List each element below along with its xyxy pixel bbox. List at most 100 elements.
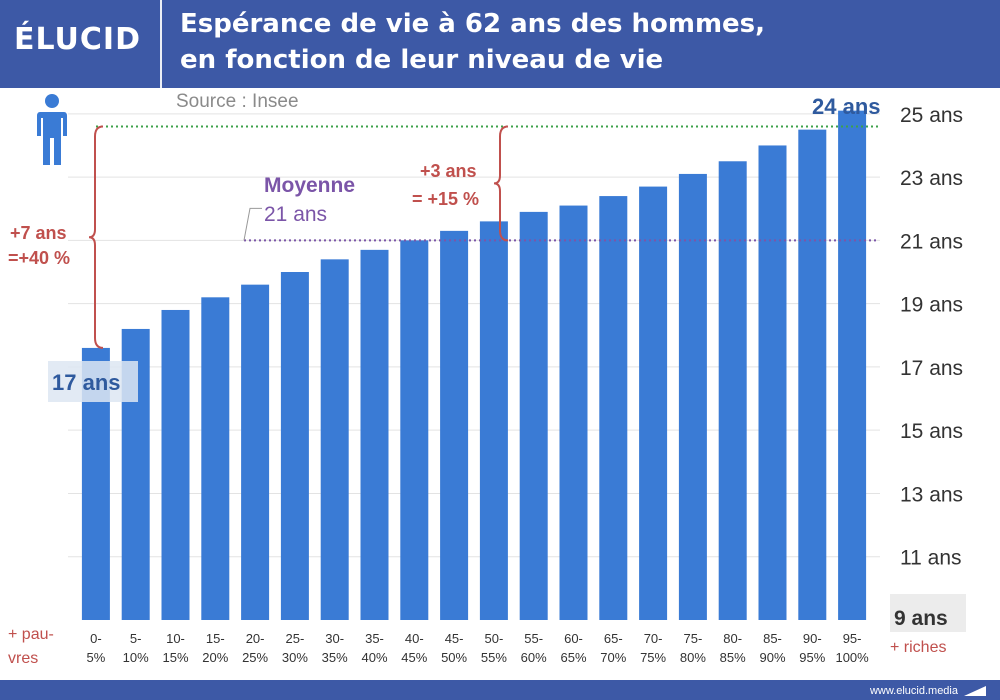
x-tick-label-line: 60% bbox=[521, 650, 547, 665]
x-tick-label: 60-65% bbox=[560, 631, 586, 665]
x-tick-label: 5-10% bbox=[123, 631, 149, 665]
x-tick-label: 25-30% bbox=[282, 631, 308, 665]
x-tick-label: 0-5% bbox=[87, 631, 106, 665]
poor-label-line-1: + pau- bbox=[8, 626, 54, 643]
bar bbox=[718, 161, 747, 620]
mean-title: Moyenne bbox=[264, 174, 355, 197]
bar bbox=[280, 272, 309, 620]
person-icon bbox=[37, 94, 67, 165]
x-tick-label-line: 25% bbox=[242, 650, 268, 665]
y-tick-label: 9 ans bbox=[894, 607, 948, 630]
bar bbox=[599, 196, 628, 620]
x-tick-label: 70-75% bbox=[640, 631, 666, 665]
bar bbox=[400, 240, 429, 620]
x-tick-label-line: 90- bbox=[803, 631, 822, 646]
x-tick-label-line: 30- bbox=[325, 631, 344, 646]
x-tick-label: 45-50% bbox=[441, 631, 467, 665]
x-tick-label-line: 15- bbox=[206, 631, 225, 646]
x-tick-label-line: 40- bbox=[405, 631, 424, 646]
x-tick-label-line: 20- bbox=[246, 631, 265, 646]
x-tick-label-line: 15% bbox=[162, 650, 188, 665]
x-tick-label-line: 5% bbox=[87, 650, 106, 665]
x-tick-label: 30-35% bbox=[322, 631, 348, 665]
x-tick-label: 80-85% bbox=[720, 631, 746, 665]
x-tick-label: 90-95% bbox=[799, 631, 825, 665]
x-tick-label-line: 80% bbox=[680, 650, 706, 665]
bar bbox=[360, 249, 389, 620]
x-tick-label-line: 95% bbox=[799, 650, 825, 665]
x-tick-label-line: 80- bbox=[723, 631, 742, 646]
y-axis-labels: 9 ans 11 ans 13 ans 15 ans 17 ans 19 ans 21 an… bbox=[890, 104, 966, 632]
bar bbox=[758, 145, 787, 621]
bar bbox=[320, 259, 349, 620]
x-tick-label-line: 65% bbox=[560, 650, 586, 665]
y-tick-label: 25 ans bbox=[900, 104, 963, 127]
x-tick-label-line: 95- bbox=[843, 631, 862, 646]
bar bbox=[479, 221, 508, 620]
x-tick-label-line: 60- bbox=[564, 631, 583, 646]
first-bar-label-box bbox=[48, 361, 138, 402]
x-tick-label: 95- 100% bbox=[835, 631, 869, 665]
bar bbox=[678, 173, 707, 620]
elucid-mark-icon bbox=[964, 686, 986, 696]
header-divider bbox=[160, 0, 162, 88]
y-tick-label: 21 ans bbox=[900, 230, 963, 253]
x-tick-label: 10-15% bbox=[162, 631, 188, 665]
total-gap-brace bbox=[88, 125, 104, 349]
first-bar-label: 17 ans bbox=[52, 370, 121, 395]
total-gap-line-1: +7 ans bbox=[10, 223, 67, 243]
y-tick-label: 11 ans bbox=[900, 547, 962, 570]
x-tick-label-line: 10- bbox=[166, 631, 185, 646]
poor-label-line-2: vres bbox=[8, 650, 38, 667]
x-tick-label: 65-70% bbox=[600, 631, 626, 665]
x-tick-label: 20-25% bbox=[242, 631, 268, 665]
x-tick-label-line: 65- bbox=[604, 631, 623, 646]
x-tick-label-line: 50% bbox=[441, 650, 467, 665]
bar bbox=[838, 110, 867, 620]
x-tick-label-line: 70% bbox=[600, 650, 626, 665]
header-bar: ÉLUCID Espérance de vie à 62 ans des hom… bbox=[0, 0, 1000, 88]
x-tick-label: 15-20% bbox=[202, 631, 228, 665]
x-tick-label: 75-80% bbox=[680, 631, 706, 665]
y-tick-label: 13 ans bbox=[900, 483, 963, 506]
title-line-2: en fonction de leur niveau de vie bbox=[180, 45, 664, 75]
x-tick-label: 50-55% bbox=[481, 631, 507, 665]
x-tick-label: 85-90% bbox=[759, 631, 785, 665]
website-url[interactable]: www.elucid.media bbox=[869, 685, 958, 697]
x-tick-label-line: 70- bbox=[644, 631, 663, 646]
chart-title: Espérance de vie à 62 ans des hommes, en… bbox=[180, 6, 765, 78]
x-tick-label-line: 90% bbox=[759, 650, 785, 665]
top-gap-line-1: +3 ans bbox=[420, 161, 477, 181]
x-tick-label-line: 10% bbox=[123, 650, 149, 665]
x-tick-label-line: 55% bbox=[481, 650, 507, 665]
x-tick-label-line: 75% bbox=[640, 650, 666, 665]
x-tick-label-line: 35- bbox=[365, 631, 384, 646]
bar bbox=[161, 309, 190, 620]
title-line-1: Espérance de vie à 62 ans des hommes, bbox=[180, 9, 766, 39]
bar bbox=[241, 284, 270, 620]
y-tick-label: 17 ans bbox=[900, 357, 963, 380]
x-tick-label-line: 85% bbox=[720, 650, 746, 665]
mean-value-label: 21 ans bbox=[264, 203, 327, 226]
elucid-logo: ÉLUCID bbox=[14, 22, 141, 57]
chart-panel: 9 ans 11 ans 13 ans 15 ans 17 ans 19 ans 21 an… bbox=[0, 88, 1000, 680]
bar-chart: 9 ans 11 ans 13 ans 15 ans 17 ans 19 ans 21 an… bbox=[8, 91, 966, 667]
x-tick-label: 35-40% bbox=[361, 631, 387, 665]
x-tick-label-line: 0- bbox=[90, 631, 102, 646]
x-tick-label-line: 5- bbox=[130, 631, 142, 646]
x-tick-label-line: 30% bbox=[282, 650, 308, 665]
last-bar-label: 24 ans bbox=[812, 94, 881, 119]
x-tick-label-line: 75- bbox=[684, 631, 703, 646]
annotations: Moyenne 21 ans +7 ans =+40 % +3 ans = +15 % 17… bbox=[8, 94, 946, 667]
bar bbox=[201, 297, 230, 620]
total-gap-line-2: =+40 % bbox=[8, 248, 70, 268]
bars bbox=[81, 110, 867, 621]
x-tick-label-line: 50- bbox=[485, 631, 504, 646]
x-tick-label-line: 85- bbox=[763, 631, 782, 646]
x-tick-label-line: 40% bbox=[361, 650, 387, 665]
x-tick-label-line: 25- bbox=[286, 631, 305, 646]
x-axis-labels: 0-5%5-10%10-15%15-20%20-25%25-30%30-35%3… bbox=[87, 631, 870, 665]
bar bbox=[440, 230, 469, 620]
mean-leader-line bbox=[243, 207, 262, 241]
bar bbox=[519, 211, 548, 620]
